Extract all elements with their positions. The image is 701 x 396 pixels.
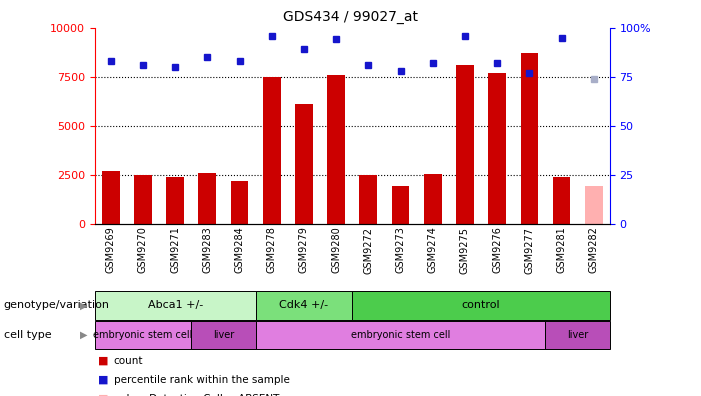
Bar <box>353 291 610 320</box>
Text: ■: ■ <box>98 356 109 366</box>
Text: percentile rank within the sample: percentile rank within the sample <box>114 375 290 385</box>
Bar <box>360 175 377 224</box>
Bar <box>456 65 474 224</box>
Text: embryonic stem cell: embryonic stem cell <box>351 330 450 340</box>
Bar <box>256 291 353 320</box>
Bar <box>552 177 571 224</box>
Bar <box>256 321 545 349</box>
Text: embryonic stem cell: embryonic stem cell <box>93 330 193 340</box>
Bar <box>191 321 256 349</box>
Bar <box>134 175 152 224</box>
Bar <box>424 174 442 224</box>
Text: ▶: ▶ <box>80 300 88 310</box>
Text: Cdk4 +/-: Cdk4 +/- <box>280 300 329 310</box>
Text: ▶: ▶ <box>80 330 88 340</box>
Bar <box>95 291 256 320</box>
Bar <box>392 185 409 224</box>
Text: Abca1 +/-: Abca1 +/- <box>147 300 203 310</box>
Bar <box>198 173 216 224</box>
Text: value, Detection Call = ABSENT: value, Detection Call = ABSENT <box>114 394 279 396</box>
Text: genotype/variation: genotype/variation <box>4 300 109 310</box>
Bar <box>489 73 506 224</box>
Bar <box>295 104 313 224</box>
Text: count: count <box>114 356 143 366</box>
Text: control: control <box>462 300 501 310</box>
Text: liver: liver <box>213 330 234 340</box>
Text: cell type: cell type <box>4 330 51 340</box>
Text: ■: ■ <box>98 375 109 385</box>
Text: ■: ■ <box>98 394 109 396</box>
Bar <box>231 181 248 224</box>
Bar <box>166 177 184 224</box>
Bar <box>585 187 603 224</box>
Bar <box>327 75 345 224</box>
Bar <box>102 171 120 224</box>
Text: GDS434 / 99027_at: GDS434 / 99027_at <box>283 10 418 24</box>
Bar <box>545 321 610 349</box>
Bar <box>263 77 280 224</box>
Bar <box>95 321 191 349</box>
Text: liver: liver <box>567 330 588 340</box>
Bar <box>521 53 538 224</box>
